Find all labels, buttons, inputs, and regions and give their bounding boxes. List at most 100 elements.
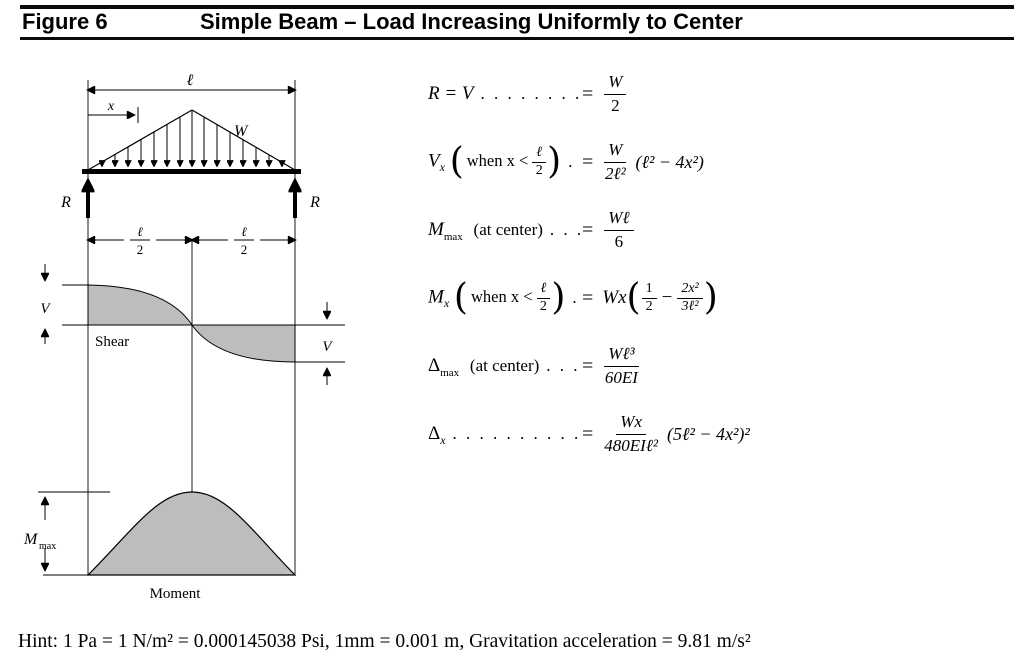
moment-caption: Moment [150, 586, 202, 602]
half-span-right-numerator: ℓ [241, 224, 247, 239]
reaction-left-label: R [60, 194, 71, 211]
dot-leader: . . . . . . . . . . . . . . . [452, 424, 580, 443]
dot-leader: . . . . . . . [572, 288, 580, 307]
fraction: W 2 [604, 72, 627, 116]
condition-text: (at center) [473, 220, 543, 239]
shear-diagram [45, 264, 345, 385]
open-paren: ( [453, 280, 468, 316]
fraction-denominator: 2 [645, 298, 653, 314]
subscript: x [443, 296, 450, 311]
reaction-right-label: R [309, 194, 320, 211]
expression-prefix: Wx [602, 287, 627, 308]
condition-text: when x < [466, 151, 529, 171]
dot-leader: . . . . . . . . . [546, 356, 580, 375]
shear-right-label: V [322, 339, 333, 355]
fraction-denominator: 480EIℓ² [604, 435, 659, 455]
load-arrows [102, 110, 282, 166]
fraction-numerator: 2x² [677, 281, 703, 299]
formula-lhs: Mmax (at center) [428, 219, 543, 241]
load-magnitude-label: W [234, 123, 249, 140]
fraction-denominator: 2ℓ² [605, 163, 626, 183]
fraction-denominator: 60EI [604, 367, 638, 387]
moment-area [86, 491, 297, 576]
figure-title: Simple Beam – Load Increasing Uniformly … [200, 9, 743, 34]
fraction-denominator: 3ℓ² [681, 298, 699, 314]
equals-sign: = [582, 422, 594, 445]
equals-sign: = [582, 218, 594, 241]
subscript: x [440, 432, 446, 445]
equals-sign: = [582, 354, 594, 377]
half-span-left-numerator: ℓ [137, 224, 143, 239]
x-dimension [88, 107, 139, 123]
expression-suffix: (5ℓ² − 4x²)² [667, 423, 750, 444]
subscript: x [439, 160, 445, 175]
header-rule-bottom [20, 37, 1014, 40]
shear-area-right [191, 324, 296, 363]
moment-max-subscript: max [39, 541, 56, 552]
fraction-numerator: 1 [641, 281, 657, 299]
symbol: V [428, 150, 440, 172]
moment-max-symbol: M [23, 531, 39, 548]
fraction-numerator: ℓ [532, 145, 547, 163]
condition-text: (at center) [469, 356, 540, 375]
fraction-denominator: 2 [539, 298, 547, 314]
dot-leader: . . . . . . . . . [549, 220, 580, 239]
close-paren: ) [547, 144, 562, 180]
symbol: M [428, 219, 444, 240]
symbol: M [428, 286, 444, 308]
equals-sign: = [582, 150, 594, 173]
expression-suffix: (ℓ² − 4x²) [635, 151, 704, 172]
fraction: W 2ℓ² [604, 140, 627, 184]
formula-row-deflection-x: Δx . . . . . . . . . . . . . . . = Wx 48… [428, 412, 1008, 456]
open-paren: ( [626, 277, 641, 318]
equals-sign: = [582, 82, 594, 105]
dot-leader: . . . . . . . . [568, 152, 580, 171]
fraction: Wℓ³ 60EI [604, 344, 639, 388]
header-rule-top [20, 5, 1014, 9]
fraction-denominator: 6 [614, 231, 624, 251]
close-paren: ) [551, 280, 566, 316]
formula-row-shear-x: Vx (when x <ℓ2) . . . . . . . . = W 2ℓ² … [428, 140, 1008, 184]
equals-sign: = [582, 286, 594, 309]
shear-area-left [87, 284, 193, 326]
dot-leader: . . . . . . . . . . . . [480, 84, 580, 103]
fraction-numerator: W [604, 140, 627, 163]
hint-text: Hint: 1 Pa = 1 N/m² = 0.000145038 Psi, 1… [18, 631, 751, 652]
subscript: max [440, 366, 460, 377]
formula-row-moment-max: Mmax (at center) . . . . . . . . . = Wℓ … [428, 208, 1008, 252]
subscript: max [443, 230, 463, 241]
shear-caption: Shear [95, 334, 129, 350]
open-paren: ( [449, 144, 464, 180]
formula-lhs: Vx (when x < ℓ 2) [428, 144, 561, 180]
symbol: Δ [428, 355, 441, 376]
formula-lhs: Δx [428, 423, 446, 445]
expression-rhs: Wx(1 2−2x² 3ℓ²) [602, 280, 718, 316]
formula-lhs: Δmax (at center) [428, 355, 539, 377]
formula-row-deflection-max: Δmax (at center) . . . . . . . . . = Wℓ³… [428, 344, 1008, 388]
close-paren: ) [703, 277, 718, 318]
fraction-numerator: W [604, 72, 627, 95]
beam [82, 169, 301, 174]
fraction-denominator: 2 [611, 95, 620, 115]
formula-lhs: R = V [428, 83, 474, 104]
formula-row-moment-x: Mx (when x <ℓ2) . . . . . . . = Wx(12−2x… [428, 276, 1008, 320]
reaction-arrows [88, 182, 295, 218]
fraction: Wℓ 6 [604, 208, 634, 252]
formula-list: R = V . . . . . . . . . . . . = W 2 Vx (… [428, 72, 1008, 456]
fraction-numerator: ℓ [536, 281, 551, 299]
beam-diagram: ℓ x W [23, 72, 345, 602]
fraction-numerator: Wℓ³ [604, 344, 639, 367]
symbol: Δ [428, 423, 441, 444]
figure-label: Figure 6 [22, 9, 108, 34]
half-span-right-denominator: 2 [241, 242, 248, 257]
condition-text: when x < [470, 287, 533, 307]
x-dimension-label: x [107, 99, 115, 114]
fraction: 2x² 3ℓ² [677, 281, 703, 314]
fraction-numerator: Wx [616, 412, 646, 435]
fraction-numerator: Wℓ [604, 208, 634, 231]
moment-diagram [38, 491, 297, 576]
formula-lhs: Mx (when x < ℓ 2) [428, 280, 565, 316]
